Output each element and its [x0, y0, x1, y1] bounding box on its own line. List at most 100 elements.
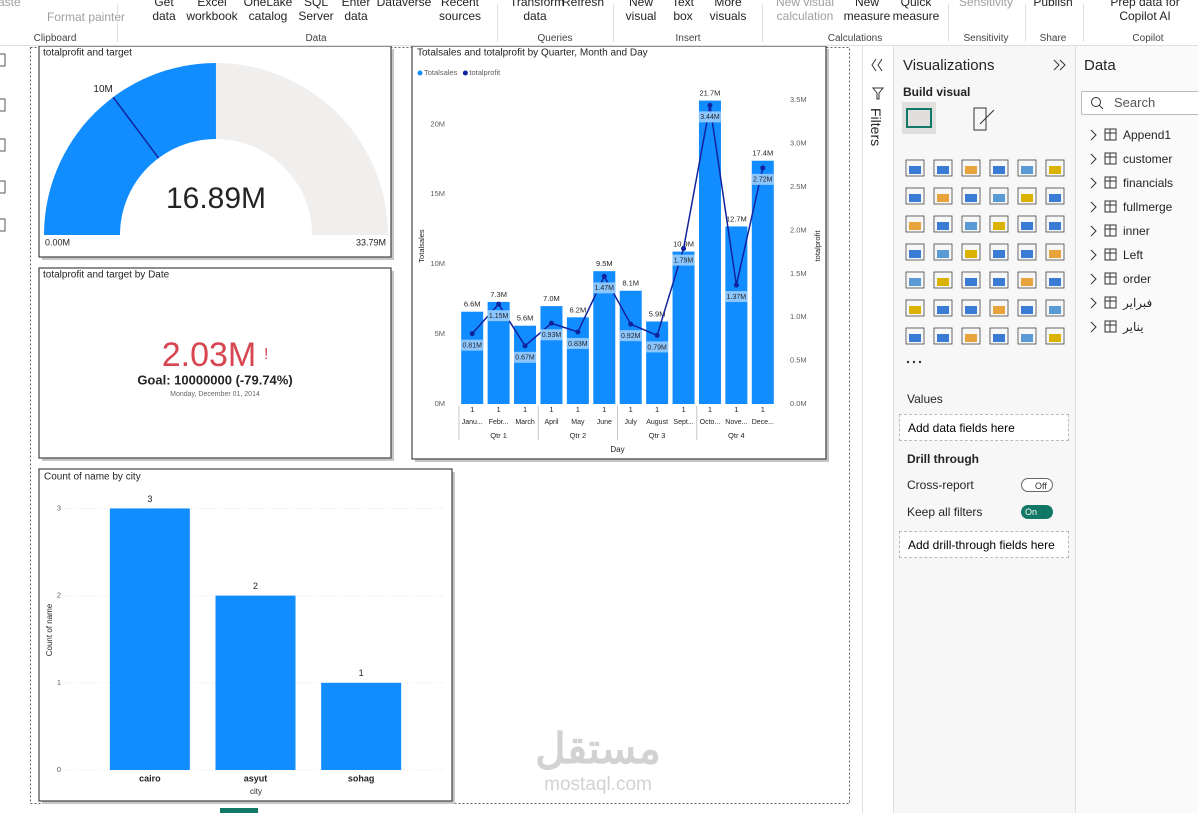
visual-type-icon[interactable]	[1045, 159, 1065, 177]
visual-type-icon[interactable]	[1017, 187, 1037, 205]
bar	[593, 271, 616, 404]
search-box[interactable]: Search	[1081, 91, 1198, 115]
visual-type-icon[interactable]	[1045, 271, 1065, 289]
line	[471, 105, 764, 347]
visual-type-icon[interactable]	[1017, 271, 1037, 289]
ribbon-button[interactable]: Get data	[152, 0, 176, 23]
visual-type-icon[interactable]	[989, 271, 1009, 289]
visual-type-icon[interactable]	[989, 299, 1009, 317]
visual-type-icon[interactable]	[1017, 159, 1037, 177]
data-label: 1	[359, 668, 364, 678]
ribbon-button[interactable]: Transform data	[510, 0, 565, 23]
visual-type-icon[interactable]	[1017, 215, 1037, 233]
visual-type-icon[interactable]	[905, 187, 925, 205]
visual-type-icon[interactable]	[933, 271, 953, 289]
visual-type-icon[interactable]	[1017, 299, 1037, 317]
drop-zone[interactable]: Add drill-through fields here	[899, 531, 1069, 558]
page-tab[interactable]	[220, 808, 258, 813]
table-name[interactable]: Append1	[1123, 128, 1172, 142]
visual-type-icon[interactable]	[1045, 299, 1065, 317]
ribbon-button[interactable]: Dataverse	[376, 0, 432, 9]
filters-label[interactable]: Filters	[868, 108, 884, 147]
data-label: 0.93M	[542, 332, 562, 339]
ribbon-button[interactable]: Recent sources	[438, 0, 482, 23]
data-label: 5.9M	[649, 309, 666, 318]
visual-type-icon[interactable]	[933, 243, 953, 261]
ribbon: aste Format painter Get data Excel workbook…	[0, 0, 1198, 46]
visual-type-icon[interactable]	[961, 159, 981, 177]
expand-icon[interactable]	[1053, 59, 1060, 71]
ribbon-button[interactable]: Quick measure	[892, 0, 940, 23]
ribbon-button[interactable]: Excel workbook	[186, 0, 238, 23]
table-name[interactable]: financials	[1123, 176, 1174, 190]
x-tick-label: July	[624, 419, 637, 426]
expand-icon[interactable]	[1059, 59, 1066, 71]
toggle-on[interactable]: On	[1021, 505, 1053, 519]
visual-type-icon[interactable]	[905, 159, 925, 177]
ribbon-button[interactable]: New visual calculation	[775, 0, 835, 23]
visual-type-icon[interactable]	[989, 243, 1009, 261]
line-marker	[681, 246, 687, 252]
visual-type-icon[interactable]	[933, 215, 953, 233]
collapse-icon[interactable]	[871, 58, 877, 72]
ribbon-button[interactable]: Publish	[1033, 0, 1073, 9]
visual-type-icon[interactable]	[933, 187, 953, 205]
visual-type-icon[interactable]	[961, 327, 981, 345]
ribbon-button[interactable]: aste	[0, 0, 21, 9]
visual-type-icon[interactable]	[989, 215, 1009, 233]
filters-pane[interactable]: Filters	[862, 46, 894, 813]
visual-type-icon[interactable]	[1045, 215, 1065, 233]
ribbon-button[interactable]: Prep data for Copilot AI	[1110, 0, 1180, 23]
visual-type-icon[interactable]	[933, 327, 953, 345]
visual-type-icon[interactable]	[933, 159, 953, 177]
visual-type-icon[interactable]	[961, 299, 981, 317]
format-icon[interactable]	[973, 107, 995, 131]
ribbon-button[interactable]: Enter data	[341, 0, 371, 23]
toggle-off[interactable]: Off	[1021, 478, 1053, 492]
visual-type-icon[interactable]	[961, 271, 981, 289]
visual-type-icon[interactable]	[1045, 187, 1065, 205]
visual-type-icon[interactable]	[905, 243, 925, 261]
ribbon-button[interactable]: OneLake catalog	[243, 0, 293, 23]
visual-type-icon[interactable]	[1045, 327, 1065, 345]
visual-type-icon[interactable]	[905, 327, 925, 345]
visual-type-icon[interactable]	[1017, 243, 1037, 261]
table-name[interactable]: يناير	[1123, 320, 1144, 334]
visual-type-icon[interactable]	[961, 187, 981, 205]
ribbon-button[interactable]: Sensitivity	[958, 0, 1014, 9]
visual-type-icon[interactable]	[1017, 327, 1037, 345]
visual-type-icon[interactable]	[1045, 243, 1065, 261]
build-icon[interactable]	[906, 108, 932, 128]
label-bg	[725, 291, 748, 303]
visual-type-icon[interactable]	[989, 187, 1009, 205]
visual-type-icon[interactable]	[905, 215, 925, 233]
visual-type-icon[interactable]	[905, 299, 925, 317]
visual-type-icon[interactable]	[989, 327, 1009, 345]
table-name[interactable]: order	[1123, 272, 1152, 286]
ribbon-button[interactable]: Format painter	[47, 10, 126, 24]
visual-type-icon[interactable]	[961, 243, 981, 261]
ribbon-button[interactable]: New measure	[843, 0, 891, 23]
visual-type-icon-fill	[993, 334, 1005, 342]
table-name[interactable]: inner	[1123, 224, 1150, 238]
table-name[interactable]: fullmerge	[1123, 200, 1173, 214]
label-bg	[540, 329, 563, 341]
visual-type-icon-fill	[1021, 222, 1033, 230]
ribbon-button[interactable]: New visual	[625, 0, 657, 23]
visual-type-icon[interactable]	[989, 159, 1009, 177]
ribbon-button[interactable]: More visuals	[709, 0, 747, 23]
x-tick-label: Febr...	[489, 419, 509, 426]
collapse-icon[interactable]	[877, 58, 883, 72]
table-name[interactable]: customer	[1123, 152, 1173, 166]
ribbon-button[interactable]: Text box	[671, 0, 694, 23]
funnel-icon	[871, 87, 885, 100]
visual-type-icon[interactable]	[905, 271, 925, 289]
drop-zone[interactable]: Add data fields here	[899, 414, 1069, 441]
ribbon-button[interactable]: SQL Server	[298, 0, 334, 23]
visual-type-icon[interactable]	[961, 215, 981, 233]
table-name[interactable]: Left	[1123, 248, 1144, 262]
ribbon-button[interactable]: Refresh	[561, 0, 605, 9]
visual-type-icon[interactable]	[933, 299, 953, 317]
table-name[interactable]: فبراير	[1123, 296, 1153, 310]
